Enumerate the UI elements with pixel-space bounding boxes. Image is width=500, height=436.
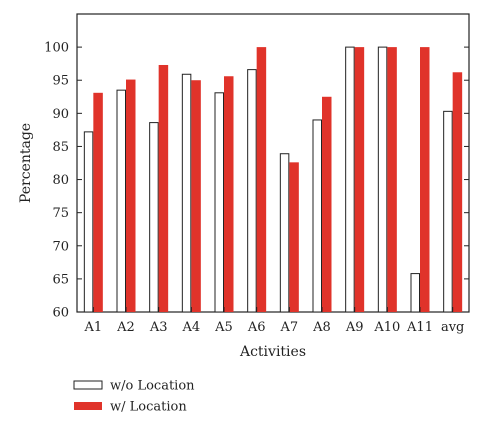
x-tick-label: A3 bbox=[149, 320, 168, 335]
x-tick-label: A6 bbox=[247, 320, 266, 335]
bar-with-location-avg bbox=[452, 72, 463, 312]
axes: 60 65 70 75 80 85 90 95 100 A1 A2 A3 A4 A5 A6 A7 A8 A9 A10… bbox=[44, 41, 469, 335]
bar-with-location-a5 bbox=[224, 76, 234, 312]
y-tick-label: 75 bbox=[52, 206, 69, 221]
y-tick-label: 60 bbox=[52, 306, 69, 321]
bar-without-location-a11 bbox=[410, 273, 420, 313]
bar-with-location-a4 bbox=[191, 80, 201, 312]
x-tick-label: A10 bbox=[373, 320, 400, 335]
bar-without-location-a8 bbox=[312, 119, 322, 313]
y-tick-label: 80 bbox=[52, 173, 69, 188]
y-tick-label: 100 bbox=[44, 41, 69, 56]
bar-without-location-a1 bbox=[83, 131, 94, 313]
y-tick-label: 70 bbox=[52, 239, 69, 254]
y-tick-label: 65 bbox=[52, 272, 69, 287]
x-tick-label: A11 bbox=[406, 320, 433, 335]
y-tick-label: 95 bbox=[52, 74, 69, 89]
bar-without-location-a4 bbox=[181, 73, 192, 313]
bar-without-location-a6 bbox=[247, 69, 257, 313]
plot-area bbox=[76, 13, 470, 313]
bar-with-location-a6 bbox=[256, 47, 267, 312]
bar-without-location-a3 bbox=[149, 122, 159, 313]
bar-with-location-a9 bbox=[354, 47, 365, 312]
x-tick-label: A4 bbox=[181, 320, 200, 335]
x-tick-label: A1 bbox=[83, 320, 102, 335]
legend: w/o Location w/ Location bbox=[73, 379, 195, 415]
bar-with-location-a7 bbox=[289, 162, 299, 312]
bar-without-location-a9 bbox=[345, 46, 355, 313]
bar-without-location-avg bbox=[443, 110, 453, 313]
bar-with-location-a10 bbox=[387, 47, 397, 312]
x-tick-label: A7 bbox=[279, 320, 298, 335]
y-tick-label: 90 bbox=[52, 107, 69, 122]
y-tick-label: 85 bbox=[52, 140, 69, 155]
legend-swatch-w-location bbox=[74, 402, 102, 410]
x-tick-label: A5 bbox=[214, 320, 233, 335]
bar-with-location-a3 bbox=[158, 64, 169, 312]
bar-with-location-a8 bbox=[322, 96, 332, 313]
bar-with-location-a2 bbox=[126, 79, 136, 312]
bar-without-location-a10 bbox=[377, 46, 388, 313]
legend-label-w-o-location: w/o Location bbox=[110, 379, 195, 394]
bar-with-location-a1 bbox=[93, 92, 103, 312]
bars bbox=[83, 46, 463, 313]
x-tick-label: A8 bbox=[312, 320, 331, 335]
legend-label-w-location: w/ Location bbox=[110, 400, 187, 415]
bar-with-location-a11 bbox=[420, 47, 430, 312]
bar-without-location-a7 bbox=[279, 153, 290, 313]
x-tick-label: A9 bbox=[345, 320, 364, 335]
x-axis-title: Activities bbox=[239, 344, 306, 360]
plot-frame bbox=[76, 13, 470, 313]
x-tick-label: A2 bbox=[116, 320, 135, 335]
bar-without-location-a2 bbox=[116, 89, 126, 313]
x-tick-label: avg bbox=[441, 320, 464, 335]
y-axis-title: Percentage bbox=[18, 123, 34, 203]
legend-swatch-w-o-location bbox=[73, 380, 103, 390]
bar-without-location-a5 bbox=[214, 92, 224, 313]
